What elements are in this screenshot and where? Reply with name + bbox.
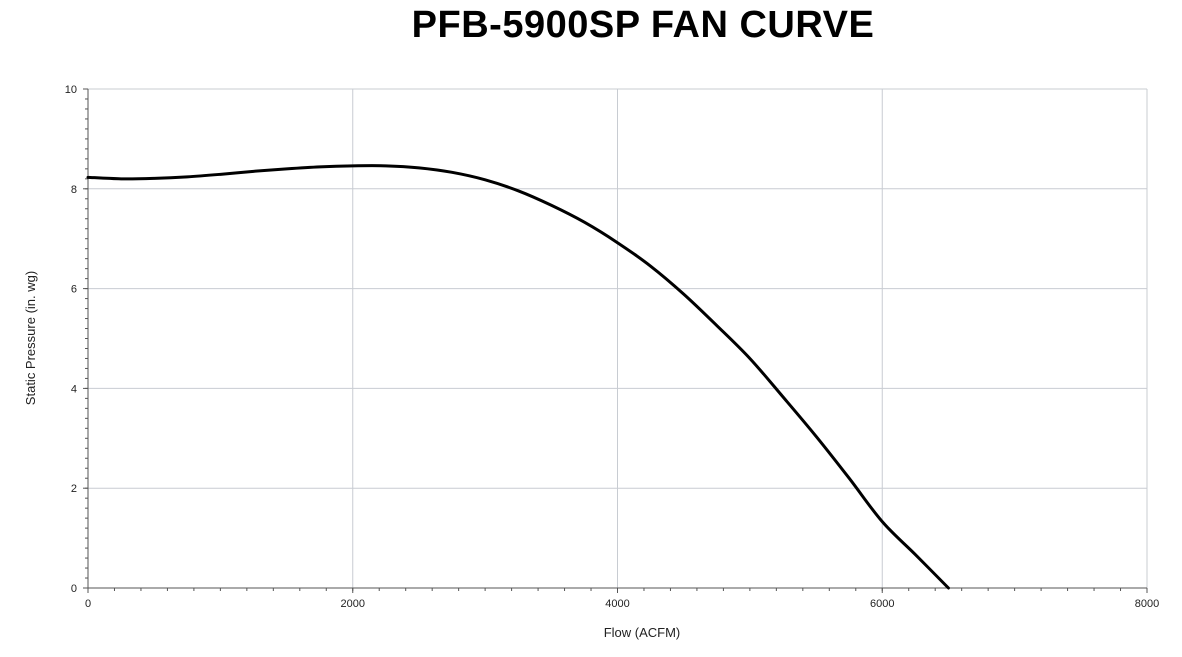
x-axis-label: Flow (ACFM) xyxy=(604,625,681,640)
x-tick-label: 8000 xyxy=(1135,598,1159,610)
fan-curve-point xyxy=(219,173,222,176)
fan-curve-point xyxy=(550,204,553,207)
fan-curve-point xyxy=(616,241,619,244)
y-tick-label: 8 xyxy=(71,184,77,196)
fan-curve-point xyxy=(649,265,652,267)
y-tick-label: 10 xyxy=(65,84,77,96)
fan-curve-point xyxy=(749,357,751,360)
fan-curve-point xyxy=(782,396,784,398)
y-axis-label: Static Pressure (in. wg) xyxy=(23,271,38,405)
y-tick-label: 4 xyxy=(71,383,77,395)
fan-curve-point xyxy=(153,177,155,180)
chart-title: PFB-5900SP FAN CURVE xyxy=(411,4,875,46)
x-tick-label: 2000 xyxy=(341,598,365,610)
x-tick-label: 4000 xyxy=(605,598,629,610)
y-tick-label: 6 xyxy=(71,284,77,296)
fan-curve-point xyxy=(682,293,685,295)
tick-labels: 0 2000 4000 6000 8000 0 2 4 6 8 10 xyxy=(65,84,1159,610)
fan-curve-point xyxy=(351,165,354,167)
fan-curve-point xyxy=(484,179,486,181)
fan-curve-point xyxy=(848,477,850,480)
fan-curve-point xyxy=(285,168,288,170)
fan-curve-point xyxy=(881,520,884,523)
fan-curve-point xyxy=(385,165,387,167)
y-tick-label: 2 xyxy=(71,483,77,495)
grid xyxy=(88,88,1148,588)
fan-curve-point xyxy=(318,166,321,168)
fan-curve-point xyxy=(451,171,453,174)
fan-curve-point xyxy=(186,176,189,178)
fan-curve-point xyxy=(715,324,718,327)
fan-curve-point xyxy=(815,435,817,438)
fan-curve-point xyxy=(583,221,586,224)
fan-curve-point xyxy=(914,553,917,556)
fan-curve-point xyxy=(517,190,520,192)
fan-curve-point xyxy=(87,176,89,179)
series xyxy=(86,164,950,590)
fan-curve-point xyxy=(947,587,950,589)
axes xyxy=(87,89,1147,589)
x-tick-label: 0 xyxy=(85,598,91,610)
fan-curve-point xyxy=(252,170,255,173)
x-tick-label: 6000 xyxy=(870,598,894,610)
y-tick-label: 0 xyxy=(71,583,77,595)
fan-curve-point xyxy=(120,178,122,180)
fan-curve-point xyxy=(418,167,420,169)
